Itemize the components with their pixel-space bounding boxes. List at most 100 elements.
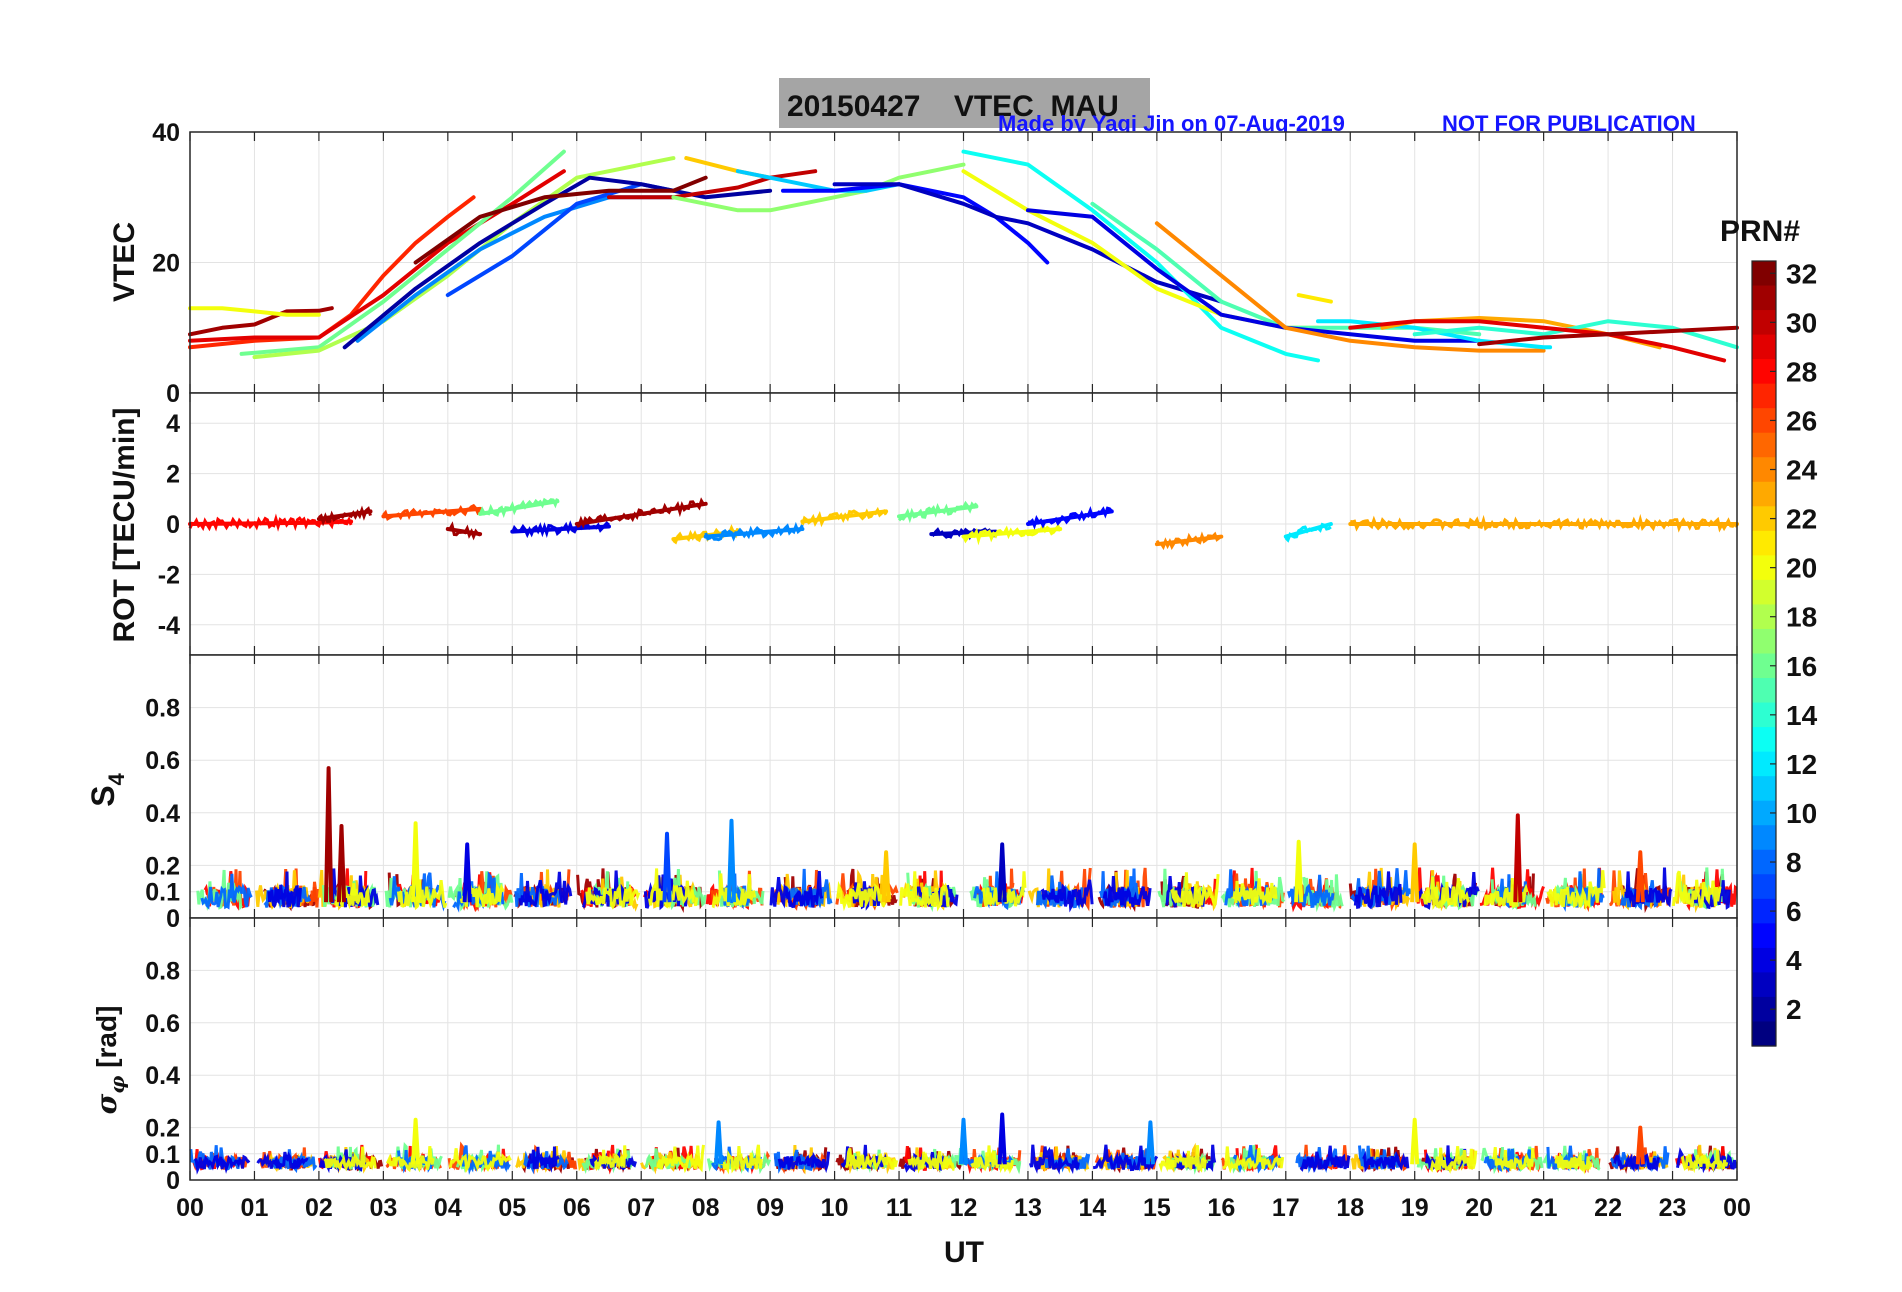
- x-tick-label: 14: [1079, 1194, 1107, 1222]
- noise-trace: [1170, 872, 1220, 909]
- noise-trace: [593, 1145, 628, 1171]
- spike-mark: [324, 766, 334, 903]
- colorbar-swatch: [1752, 874, 1776, 900]
- spike-mark: [1635, 850, 1645, 903]
- noise-trace: [267, 871, 302, 910]
- spike-mark: [997, 1112, 1007, 1165]
- noise-trace: [585, 882, 641, 910]
- noise-trace: [844, 1147, 899, 1172]
- noise-trace: [448, 1148, 512, 1174]
- colorbar-tick-label: 20: [1786, 553, 1817, 584]
- series-line: [188, 169, 566, 343]
- noise-trace: [334, 883, 371, 910]
- colorbar-tick-label: 24: [1786, 455, 1818, 486]
- s4-ylabel: S4: [85, 772, 129, 806]
- noise-trace: [1491, 1147, 1536, 1173]
- colorbar-swatch: [1752, 481, 1776, 507]
- colorbar-swatch: [1752, 579, 1776, 606]
- chart-title: 20150427 VTEC MAU: [787, 90, 1119, 123]
- x-tick-label: 06: [563, 1194, 591, 1222]
- noise-trace: [836, 880, 892, 912]
- noise-trace: [1232, 878, 1278, 906]
- spike-mark: [1635, 1125, 1645, 1165]
- x-tick-label: 00: [1723, 1194, 1751, 1222]
- colorbar-tick-label: 12: [1786, 749, 1817, 780]
- colorbar-swatch: [1752, 383, 1776, 409]
- noise-trace: [1671, 870, 1722, 909]
- x-tick-label: 05: [498, 1194, 526, 1222]
- series-noise: [1155, 531, 1223, 551]
- colorbar-tick-label: 26: [1786, 405, 1817, 436]
- noise-trace: [200, 873, 253, 910]
- noise-trace: [777, 1151, 831, 1174]
- series-line: [1154, 221, 1546, 353]
- x-tick-label: 09: [756, 1194, 784, 1222]
- spike-mark: [997, 842, 1007, 903]
- noise-trace: [1299, 1145, 1351, 1173]
- noise-trace: [1546, 870, 1606, 911]
- colorbar-swatch: [1752, 1021, 1776, 1047]
- spike-mark: [714, 1120, 724, 1165]
- noise-trace: [1158, 1145, 1207, 1173]
- noise-trace: [193, 1154, 251, 1175]
- y-tick-label: 0.8: [145, 695, 180, 723]
- noise-trace: [1035, 875, 1084, 910]
- series-line: [1348, 319, 1727, 363]
- colorbar-swatch: [1752, 727, 1776, 753]
- spike-mark: [411, 1117, 421, 1165]
- series-line: [413, 175, 708, 265]
- noise-trace: [656, 1144, 705, 1174]
- noise-trace: [1680, 1149, 1729, 1174]
- colorbar-swatch: [1752, 628, 1776, 655]
- colorbar-tick-label: 18: [1786, 602, 1817, 633]
- noise-trace: [396, 879, 448, 911]
- x-axis-label: UT: [944, 1236, 984, 1269]
- noise-trace: [1028, 1144, 1080, 1175]
- colorbar-swatch: [1752, 432, 1776, 458]
- series-noise: [1284, 522, 1332, 543]
- noise-trace: [644, 1148, 694, 1172]
- rot-ylabel: ROT [TECU/min]: [108, 408, 141, 643]
- series-line: [832, 182, 1224, 304]
- x-tick-label: 01: [241, 1194, 269, 1222]
- spike-mark: [336, 824, 347, 903]
- svg-text:S4: S4: [85, 772, 129, 806]
- series-noise: [382, 503, 482, 522]
- y-tick-label: -4: [158, 612, 180, 640]
- y-tick-label: 20: [152, 250, 180, 278]
- noise-trace: [1420, 876, 1471, 910]
- y-tick-label: 0.8: [145, 957, 180, 985]
- y-tick-label: 4: [166, 410, 180, 438]
- noise-trace: [769, 870, 824, 909]
- series-noise: [704, 521, 804, 542]
- y-tick-label: 0.2: [145, 1115, 180, 1143]
- sigma-phi-ylabel: σφ [rad]: [90, 1006, 129, 1115]
- colorbar-title: PRN#: [1720, 215, 1800, 248]
- series-noise: [1027, 506, 1113, 530]
- noise-trace: [899, 871, 950, 912]
- series-line: [188, 195, 476, 350]
- spike-mark: [881, 850, 891, 903]
- vtec-panel: 0 20 40: [152, 119, 1739, 408]
- rot-panel: -4 -2 0 2 4: [158, 392, 1739, 656]
- series-line: [1026, 208, 1482, 343]
- y-tick-label: 40: [152, 119, 180, 147]
- colorbar-tick-label: 30: [1786, 307, 1817, 338]
- series-group: [196, 766, 1738, 914]
- y-tick-label: 0: [166, 511, 180, 539]
- spike-mark: [662, 831, 672, 903]
- noise-trace: [1102, 876, 1152, 910]
- y-tick-label: 0.1: [145, 1141, 180, 1169]
- series-line: [781, 182, 1050, 265]
- y-tick-label: 0.4: [145, 1062, 180, 1090]
- series-noise: [930, 527, 996, 541]
- colorbar-swatch: [1752, 825, 1776, 851]
- series-line: [239, 149, 566, 356]
- colorbar-tick-label: 10: [1786, 798, 1817, 829]
- x-tick-label: 07: [627, 1194, 655, 1222]
- series-line: [607, 169, 818, 200]
- series-line: [188, 306, 321, 317]
- series-noise: [447, 521, 481, 541]
- svg-text:σφ [rad]: σφ [rad]: [90, 1006, 129, 1115]
